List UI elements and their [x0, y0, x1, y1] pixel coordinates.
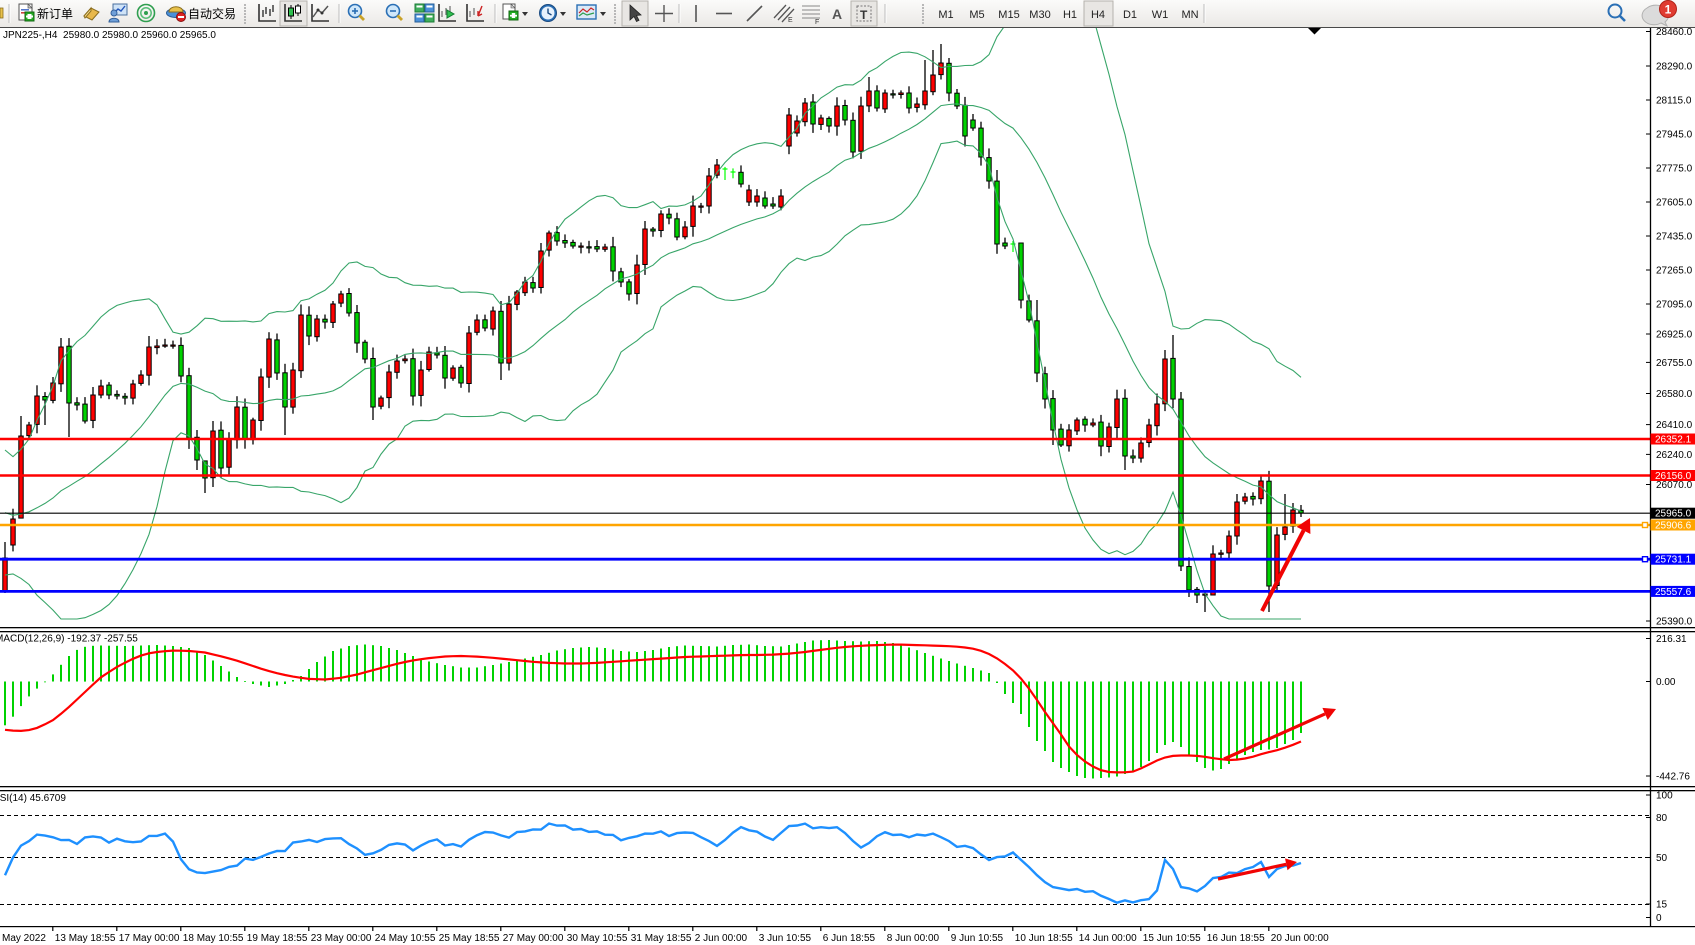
svg-text:27775.0: 27775.0 [1656, 164, 1693, 175]
svg-text:M30: M30 [1029, 9, 1050, 21]
svg-text:E: E [788, 17, 793, 24]
svg-text:13 May 18:55: 13 May 18:55 [55, 933, 116, 944]
svg-text:50: 50 [1656, 853, 1668, 864]
svg-text:26410.0: 26410.0 [1656, 420, 1693, 431]
svg-text:26156.0: 26156.0 [1655, 471, 1692, 482]
svg-text:26240.0: 26240.0 [1656, 450, 1693, 461]
svg-text:31 May 18:55: 31 May 18:55 [631, 933, 692, 944]
svg-text:18 May 10:55: 18 May 10:55 [183, 933, 244, 944]
svg-text:0: 0 [1656, 913, 1662, 924]
svg-text:15: 15 [1656, 900, 1668, 911]
svg-text:26352.1: 26352.1 [1655, 435, 1692, 446]
svg-text:D1: D1 [1123, 9, 1137, 21]
svg-text:W1: W1 [1152, 9, 1169, 21]
svg-text:28460.0: 28460.0 [1656, 27, 1693, 38]
svg-text:M5: M5 [969, 9, 984, 21]
svg-text:25 May 18:55: 25 May 18:55 [439, 933, 500, 944]
svg-text:MN: MN [1181, 9, 1198, 21]
svg-text:2 Jun 00:00: 2 Jun 00:00 [695, 933, 748, 944]
svg-text:27095.0: 27095.0 [1656, 300, 1693, 311]
svg-text:25731.1: 25731.1 [1655, 555, 1692, 566]
svg-text:14 Jun 00:00: 14 Jun 00:00 [1079, 933, 1137, 944]
svg-text:17 May 00:00: 17 May 00:00 [119, 933, 180, 944]
svg-text:26925.0: 26925.0 [1656, 330, 1693, 341]
svg-text:MACD(12,26,9) -192.37 -257.55: MACD(12,26,9) -192.37 -257.55 [0, 634, 138, 645]
svg-text:27265.0: 27265.0 [1656, 266, 1693, 277]
svg-text:25557.6: 25557.6 [1655, 587, 1692, 598]
svg-text:19 May 18:55: 19 May 18:55 [247, 933, 308, 944]
svg-text:25906.6: 25906.6 [1655, 521, 1692, 532]
svg-text:H4: H4 [1091, 9, 1105, 21]
svg-text:24 May 10:55: 24 May 10:55 [375, 933, 436, 944]
svg-text:JPN225-,H4 25980.0 25980.0 25: JPN225-,H4 25980.0 25980.0 25960.0 25965… [3, 30, 216, 41]
svg-text:16 Jun 18:55: 16 Jun 18:55 [1207, 933, 1265, 944]
svg-text:27 May 00:00: 27 May 00:00 [503, 933, 564, 944]
svg-text:27605.0: 27605.0 [1656, 198, 1693, 209]
svg-text:自动交易: 自动交易 [188, 6, 236, 21]
svg-text:25390.0: 25390.0 [1656, 617, 1693, 628]
svg-text:3 Jun 10:55: 3 Jun 10:55 [759, 933, 812, 944]
svg-text:26070.0: 26070.0 [1656, 480, 1693, 491]
svg-text:新订单: 新订单 [37, 6, 73, 21]
svg-text:26580.0: 26580.0 [1656, 389, 1693, 400]
svg-text:RSI(14) 45.6709: RSI(14) 45.6709 [0, 793, 66, 804]
svg-text:T: T [860, 8, 868, 22]
svg-text:9 Jun 10:55: 9 Jun 10:55 [951, 933, 1004, 944]
svg-text:15 Jun 10:55: 15 Jun 10:55 [1143, 933, 1201, 944]
svg-text:F: F [815, 19, 819, 26]
svg-text:23 May 00:00: 23 May 00:00 [311, 933, 372, 944]
svg-text:28290.0: 28290.0 [1656, 62, 1693, 73]
svg-text:216.31: 216.31 [1656, 634, 1687, 645]
svg-text:20 Jun 00:00: 20 Jun 00:00 [1271, 933, 1329, 944]
svg-text:30 May 10:55: 30 May 10:55 [567, 933, 628, 944]
svg-text:0.00: 0.00 [1656, 677, 1676, 688]
svg-text:100: 100 [1656, 791, 1673, 802]
svg-text:1: 1 [1665, 3, 1672, 17]
svg-text:6 Jun 18:55: 6 Jun 18:55 [823, 933, 876, 944]
svg-text:80: 80 [1656, 813, 1668, 824]
svg-text:A: A [832, 6, 842, 22]
svg-text:8 Jun 00:00: 8 Jun 00:00 [887, 933, 940, 944]
svg-text:27945.0: 27945.0 [1656, 130, 1693, 141]
svg-text:28115.0: 28115.0 [1656, 96, 1692, 107]
svg-text:27435.0: 27435.0 [1656, 232, 1693, 243]
svg-text:M1: M1 [938, 9, 953, 21]
svg-text:26755.0: 26755.0 [1656, 358, 1693, 369]
svg-text:H1: H1 [1063, 9, 1077, 21]
svg-text:25965.0: 25965.0 [1655, 509, 1692, 520]
svg-text:M15: M15 [998, 9, 1019, 21]
svg-text:-442.76: -442.76 [1656, 772, 1690, 783]
svg-text:May 2022: May 2022 [2, 933, 46, 944]
svg-text:10 Jun 18:55: 10 Jun 18:55 [1015, 933, 1073, 944]
